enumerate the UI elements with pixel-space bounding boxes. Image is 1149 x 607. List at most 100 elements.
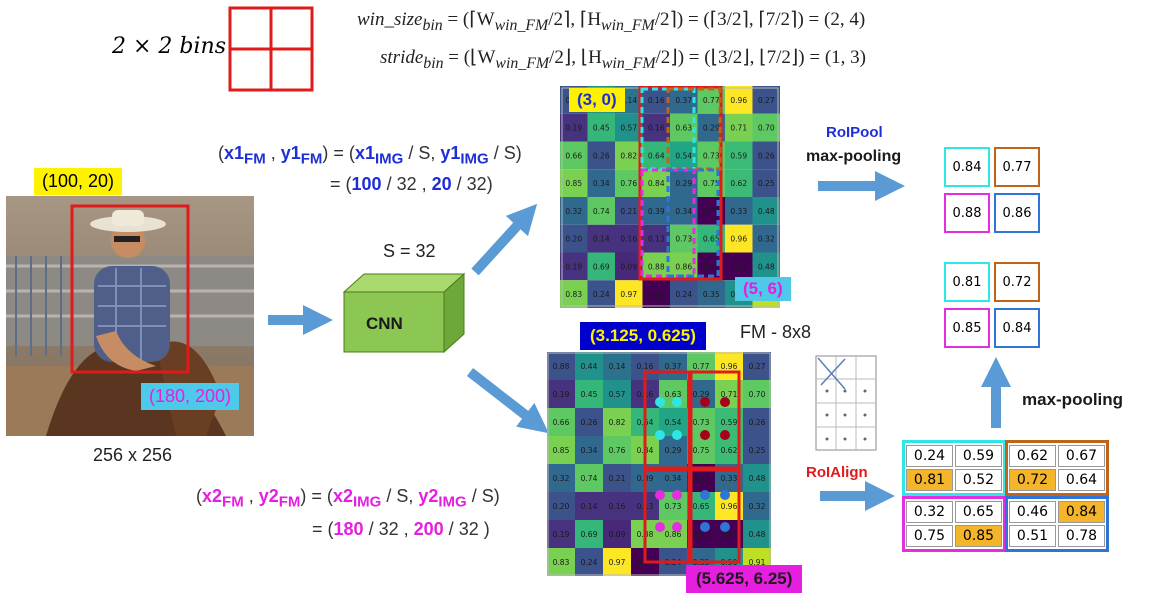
- fm-cell-value: 0.26: [758, 151, 775, 160]
- fm-cell: [659, 352, 687, 380]
- fm-cell: [560, 169, 588, 197]
- fm-cell-value: 0.75: [693, 446, 710, 455]
- roialign-sample: 0.85: [955, 525, 1002, 547]
- fm-cell: [575, 492, 603, 520]
- fm-cell-value: 0.26: [749, 418, 766, 427]
- fm-cell-value: 0.77: [703, 96, 720, 105]
- fm-cell-value: 0.21: [609, 474, 626, 483]
- fm-cell-value: 0.29: [665, 446, 682, 455]
- fm-cell-value: 0.48: [758, 262, 775, 271]
- fm-cell-value: 0.76: [620, 179, 637, 188]
- fm-cell-value: 0.91: [749, 558, 766, 567]
- fm-cell: [547, 492, 575, 520]
- fm-cell: [603, 464, 631, 492]
- fm-cell: [603, 548, 631, 576]
- fm-cell: [725, 224, 753, 253]
- roialign-output: 0.81 0.72 0.85 0.84: [944, 262, 1044, 362]
- label-roialign-top: (3.125, 0.625): [580, 322, 706, 350]
- fm-cell: [560, 197, 588, 225]
- fm-cell: [743, 436, 771, 464]
- fm-cell: [743, 408, 771, 436]
- fm-cell-value: 0.20: [553, 502, 570, 511]
- arrow-cnn-to-bottom-fm: [466, 368, 549, 434]
- equation-bottom-right-values: = (180 / 32 , 200 / 32 ): [312, 519, 490, 539]
- fm-cell-value: 0.14: [593, 235, 610, 244]
- maxpool-label-top: max-pooling: [806, 148, 902, 165]
- fm-cell-value: 0.71: [730, 124, 747, 133]
- fm-cell-value: 0.20: [565, 235, 582, 244]
- cnn-cube: [342, 272, 466, 354]
- fm-cell: [587, 224, 615, 253]
- fm-cell-value: 0.32: [749, 502, 766, 511]
- fm-cell-value: 0.25: [749, 446, 766, 455]
- roialign-sample: 0.67: [1058, 445, 1105, 467]
- stride-label: S = 32: [383, 241, 436, 261]
- fm-cell: [752, 113, 780, 142]
- fm-cell: [587, 113, 615, 142]
- roialign-label: RoIAlign: [806, 464, 868, 481]
- roipool-cell: 0.86: [994, 193, 1040, 233]
- fm-cell: [725, 86, 753, 114]
- fm-cell: [642, 86, 670, 114]
- label-roialign-bottom: (5.625, 6.25): [686, 565, 803, 593]
- fm-cell-value: 0.97: [620, 290, 637, 299]
- equation-top-left-values: = (100 / 32 , 20 / 32): [330, 174, 493, 194]
- fm-cell-value: 0.37: [675, 96, 692, 105]
- fm-cell-value: 0.16: [620, 235, 637, 244]
- fm-cell-value: 0.96: [721, 362, 738, 371]
- fm-cell-value: 0.70: [749, 390, 766, 399]
- fm-cell-value: 0.76: [609, 446, 626, 455]
- roialign-sample: 0.46: [1009, 501, 1056, 523]
- fm-cell: [575, 548, 603, 576]
- bilinear-sampling-icon: [815, 355, 877, 451]
- fm-cell: [642, 224, 670, 253]
- fm-cell-value: 0.14: [609, 362, 626, 371]
- roipool-bins-overlay: [561, 86, 779, 307]
- fm-cell: [615, 252, 643, 281]
- fm-size-label: FM - 8x8: [740, 322, 812, 342]
- roipool-cell: 0.84: [944, 147, 990, 187]
- fm-cell-value: 0.32: [758, 235, 775, 244]
- fm-cell: [560, 280, 588, 308]
- fm-cell-value: 0.82: [609, 418, 626, 427]
- fm-cell: [752, 141, 780, 170]
- fm-cell-value: 0.16: [637, 362, 654, 371]
- roialign-bin-bl: 0.32 0.65 0.75 0.85: [902, 496, 1006, 552]
- fm-cell-value: 0.73: [665, 502, 682, 511]
- fm-cell-value: 0.35: [703, 290, 720, 299]
- formula-stride: stridebin = (⌊Wwin_FM/2⌋, ⌊Hwin_FM/2⌋) =…: [380, 47, 866, 72]
- image-size-label: 256 x 256: [93, 445, 173, 465]
- roialign-sample: 0.72: [1009, 469, 1056, 491]
- roialign-sample: 0.62: [1009, 445, 1056, 467]
- fm-cell: [659, 436, 687, 464]
- fm-cell: [725, 169, 753, 197]
- fm-cell-value: 0.26: [593, 151, 610, 160]
- fm-cell-value: 0.59: [730, 151, 747, 160]
- fm-cell-value: 0.19: [565, 124, 582, 133]
- fm-cell-value: 0.29: [675, 179, 692, 188]
- fm-cell-value: 0.37: [665, 362, 682, 371]
- fm-cell: [615, 169, 643, 197]
- fm-cell-value: 0.34: [593, 179, 610, 188]
- fm-cell: [547, 548, 575, 576]
- fm-cell-value: 0.83: [565, 290, 582, 299]
- fm-cell: [603, 520, 631, 548]
- fm-cell-value: 0.07: [693, 530, 710, 539]
- fm-cell: [587, 197, 615, 225]
- fm-cell: [603, 352, 631, 380]
- fm-cell: [615, 113, 643, 142]
- fm-cell: [547, 520, 575, 548]
- fm-cell: [587, 252, 615, 281]
- fm-cell-value: 0.19: [553, 530, 570, 539]
- fm-cell: [547, 352, 575, 380]
- roialign-bin-tl: 0.24 0.59 0.81 0.52: [902, 440, 1006, 496]
- fm-cell: [743, 492, 771, 520]
- fm-cell-value: 0.09: [609, 530, 626, 539]
- fm-cell-value: 0.21: [620, 207, 637, 216]
- fm-cell: [560, 141, 588, 170]
- fm-cell: [752, 197, 780, 225]
- fm-cell-value: 0.65: [703, 235, 720, 244]
- roialign-sample: 0.84: [1058, 501, 1105, 523]
- fm-cell: [547, 436, 575, 464]
- fm-cell-value: 0.65: [693, 502, 710, 511]
